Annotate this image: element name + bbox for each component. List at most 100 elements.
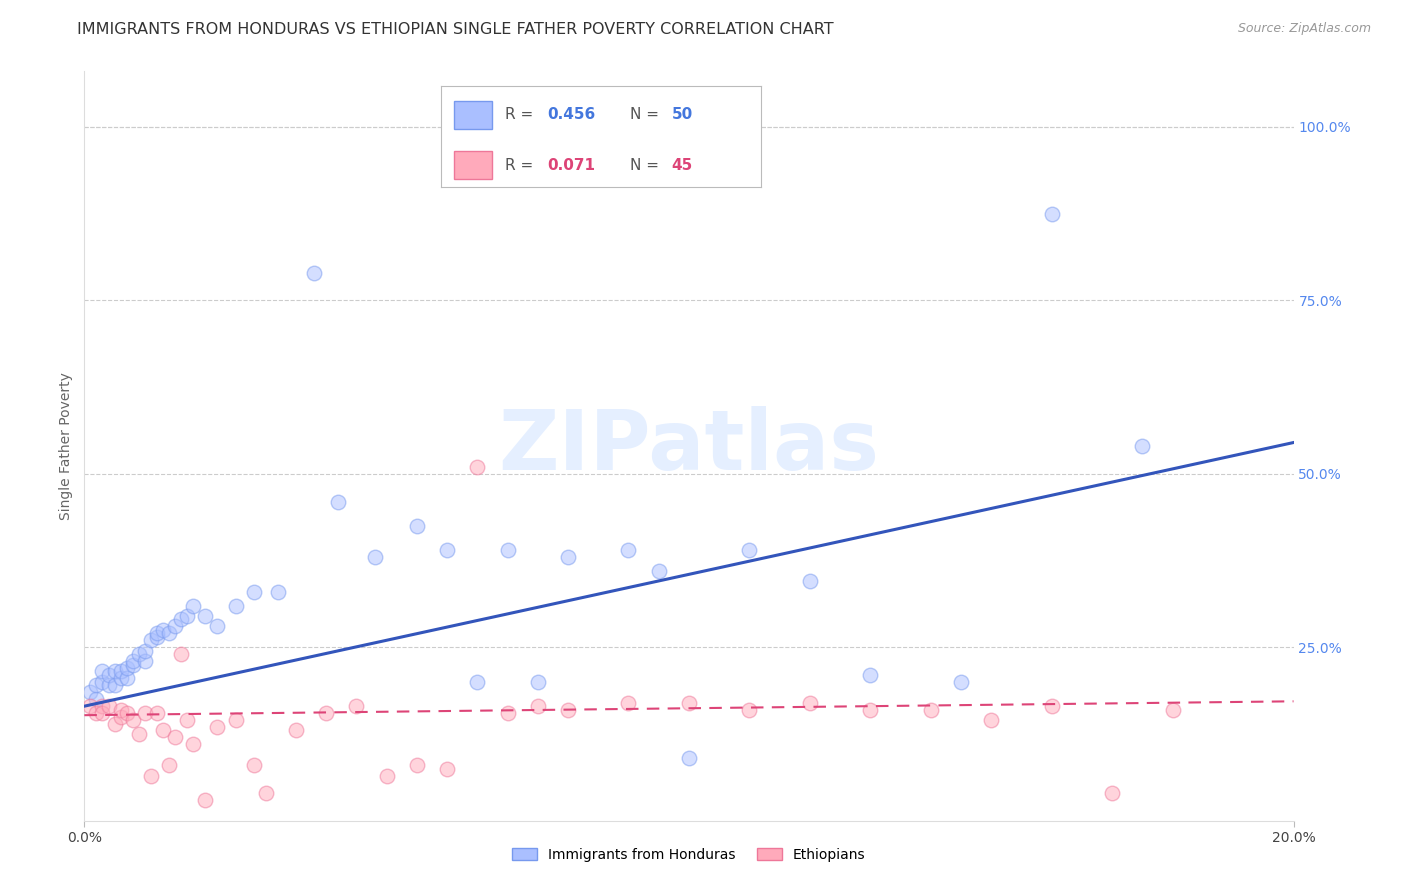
Point <box>128 647 150 661</box>
Point <box>527 674 550 689</box>
Point <box>91 706 114 720</box>
Point <box>225 713 247 727</box>
Point <box>267 584 290 599</box>
Point <box>194 609 217 624</box>
Point <box>617 543 640 558</box>
Point <box>315 706 337 720</box>
Point <box>527 699 550 714</box>
Point <box>176 609 198 624</box>
Point <box>467 674 489 689</box>
Point <box>980 713 1002 727</box>
Point <box>139 768 162 782</box>
Point <box>1040 699 1063 714</box>
Y-axis label: Single Father Poverty: Single Father Poverty <box>59 372 73 520</box>
Point <box>1130 439 1153 453</box>
Point <box>86 706 108 720</box>
Point <box>110 703 132 717</box>
Point <box>97 699 120 714</box>
Point <box>121 713 143 727</box>
Point <box>254 786 277 800</box>
Point <box>375 768 398 782</box>
Point <box>115 706 138 720</box>
Text: IMMIGRANTS FROM HONDURAS VS ETHIOPIAN SINGLE FATHER POVERTY CORRELATION CHART: IMMIGRANTS FROM HONDURAS VS ETHIOPIAN SI… <box>77 22 834 37</box>
Point <box>678 751 700 765</box>
Point <box>302 266 325 280</box>
Point <box>648 564 671 578</box>
Point <box>134 706 156 720</box>
Point <box>115 672 138 686</box>
Point <box>86 692 108 706</box>
Point <box>436 762 458 776</box>
Point <box>557 549 579 564</box>
Point <box>110 672 132 686</box>
Point <box>91 674 114 689</box>
Point <box>950 674 973 689</box>
Point <box>121 654 143 668</box>
Point <box>799 574 821 589</box>
Point <box>110 709 132 723</box>
Point <box>406 758 429 772</box>
Point <box>128 727 150 741</box>
Point <box>146 706 169 720</box>
Point <box>170 647 193 661</box>
Point <box>115 661 138 675</box>
Point <box>920 703 942 717</box>
Point <box>557 703 579 717</box>
Point <box>1040 206 1063 220</box>
Point <box>134 643 156 657</box>
Point <box>181 599 204 613</box>
Point <box>146 630 169 644</box>
Point <box>799 696 821 710</box>
Point <box>859 668 882 682</box>
Point <box>176 713 198 727</box>
Point <box>152 623 174 637</box>
Point <box>170 612 193 626</box>
Point <box>346 699 368 714</box>
Point <box>104 716 127 731</box>
Point <box>207 619 229 633</box>
Point <box>617 696 640 710</box>
Point <box>242 758 264 772</box>
Point <box>165 731 187 745</box>
Text: Source: ZipAtlas.com: Source: ZipAtlas.com <box>1237 22 1371 36</box>
Point <box>467 459 489 474</box>
Point <box>146 626 169 640</box>
Point <box>157 758 180 772</box>
Point <box>104 665 127 679</box>
Point <box>328 494 350 508</box>
Point <box>97 668 120 682</box>
Point <box>242 584 264 599</box>
Point <box>91 665 114 679</box>
Point <box>1161 703 1184 717</box>
Point <box>104 678 127 692</box>
Text: ZIPatlas: ZIPatlas <box>499 406 879 486</box>
Point <box>436 543 458 558</box>
Point <box>194 793 217 807</box>
Point <box>152 723 174 738</box>
Point <box>91 699 114 714</box>
Point <box>139 633 162 648</box>
Point <box>110 665 132 679</box>
Point <box>79 685 101 699</box>
Point <box>181 737 204 751</box>
Point <box>157 626 180 640</box>
Point <box>79 699 101 714</box>
Point <box>225 599 247 613</box>
Point <box>165 619 187 633</box>
Point <box>1101 786 1123 800</box>
Point <box>121 657 143 672</box>
Point <box>496 706 519 720</box>
Point <box>134 654 156 668</box>
Point <box>363 549 385 564</box>
Legend: Immigrants from Honduras, Ethiopians: Immigrants from Honduras, Ethiopians <box>508 844 870 866</box>
Point <box>406 518 429 533</box>
Point <box>97 678 120 692</box>
Point <box>738 703 761 717</box>
Point <box>859 703 882 717</box>
Point <box>285 723 308 738</box>
Point <box>738 543 761 558</box>
Point <box>496 543 519 558</box>
Point <box>678 696 700 710</box>
Point <box>86 678 108 692</box>
Point <box>207 720 229 734</box>
